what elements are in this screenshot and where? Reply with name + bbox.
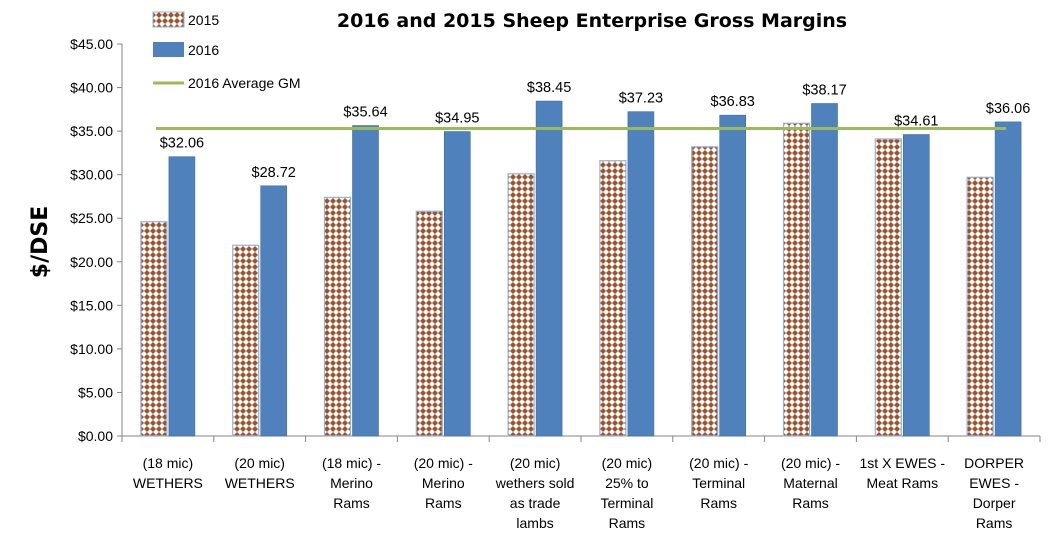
data-label-2016: $38.45 <box>527 80 571 96</box>
category-label: (18 mic) WETHERS <box>133 455 203 491</box>
bar-2016 <box>352 125 379 437</box>
data-label-2016: $36.83 <box>711 94 755 110</box>
bar-2015 <box>415 210 443 437</box>
bar-2016 <box>535 100 563 437</box>
legend: 2015 2016 2016 Average GM <box>152 11 301 91</box>
data-label-2016: $34.95 <box>435 111 479 127</box>
bar-2015 <box>323 196 352 437</box>
bar-2016 <box>443 131 471 437</box>
bar-2016 <box>627 111 655 437</box>
bar-2015 <box>140 221 168 437</box>
y-axis-label: $/DSE <box>28 206 53 278</box>
y-tick-label: $40.00 <box>70 80 113 96</box>
y-tick-label: $30.00 <box>70 167 113 183</box>
y-tick-label: $45.00 <box>70 36 113 52</box>
category-label: 1st X EWES -Meat Rams <box>860 455 946 491</box>
y-tick-label: $35.00 <box>70 123 113 139</box>
category-label: (20 mic) WETHERS <box>225 455 295 491</box>
category-label: (20 mic) -Merino Rams <box>414 455 473 511</box>
bar-2016 <box>811 103 838 437</box>
data-label-2016: $37.23 <box>619 91 663 107</box>
bar-2015 <box>507 173 535 437</box>
bar-2016 <box>260 185 288 437</box>
bars <box>140 100 1022 437</box>
category-label: DORPER EWES -Dorper Rams <box>964 455 1024 531</box>
legend-swatch-2015 <box>152 11 185 28</box>
category-label: (20 mic) wethers sold as trade lambs <box>495 455 575 531</box>
data-label-2016: $35.64 <box>343 105 387 121</box>
y-tick-label: $5.00 <box>78 384 113 400</box>
data-label-2016: $36.06 <box>986 101 1030 117</box>
bar-2016 <box>719 114 747 437</box>
category-labels: (18 mic) WETHERS (20 mic) WETHERS (18 mic) -… <box>133 455 1024 531</box>
bar-2016 <box>902 134 930 437</box>
legend-label-average: 2016 Average GM <box>188 75 301 91</box>
legend-swatch-2016 <box>153 42 184 57</box>
y-tick-label: $0.00 <box>78 428 113 444</box>
y-tick-label: $10.00 <box>70 341 113 357</box>
category-label: (18 mic) -Merino Rams <box>322 455 381 511</box>
bar-2016 <box>994 121 1022 437</box>
data-label-2016: $38.17 <box>802 82 846 98</box>
legend-label-2016: 2016 <box>188 42 219 58</box>
legend-label-2015: 2015 <box>188 12 219 28</box>
data-label-2016: $32.06 <box>160 136 204 152</box>
data-label-2016: $34.61 <box>894 114 938 130</box>
y-tick-label: $25.00 <box>70 210 113 226</box>
y-tick-label: $20.00 <box>70 254 113 270</box>
data-label-2016: $28.72 <box>252 165 296 181</box>
chart-title: 2016 and 2015 Sheep Enterprise Gross Mar… <box>337 10 847 32</box>
category-label: (20 mic) -Maternal Rams <box>781 455 840 511</box>
y-tick-label: $15.00 <box>70 297 113 313</box>
bar-2015 <box>966 176 994 437</box>
bar-2015 <box>599 160 627 437</box>
bar-2015 <box>874 138 902 437</box>
category-label: (20 mic) -Terminal Rams <box>689 455 748 511</box>
category-label: (20 mic) 25% to Terminal Rams <box>600 455 653 531</box>
bar-2016 <box>168 156 196 437</box>
bar-2015 <box>232 244 260 437</box>
bar-2015 <box>691 146 719 437</box>
bar-2015 <box>782 122 811 437</box>
data-labels: $32.06 $28.72 $35.64 $34.95 $38.45 $37.23 $36.… <box>160 80 1031 181</box>
